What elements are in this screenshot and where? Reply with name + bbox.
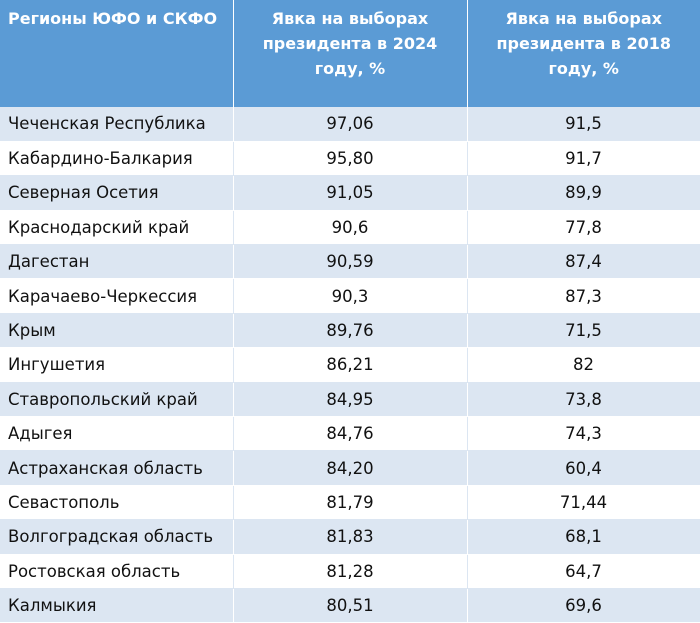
region-cell: Адыгея — [0, 416, 234, 452]
turnout-cell: 90,3 — [233, 278, 468, 314]
turnout-cell: 91,05 — [233, 175, 468, 211]
turnout-cell: 74,3 — [467, 416, 700, 452]
turnout-cell: 81,79 — [233, 485, 468, 521]
table-row: Ингушетия 86,21 82 — [0, 347, 700, 383]
turnout-cell: 89,76 — [233, 313, 468, 349]
turnout-cell: 71,44 — [467, 485, 700, 521]
table-row: Адыгея 84,76 74,3 — [0, 416, 700, 452]
region-cell: Ингушетия — [0, 347, 234, 383]
table-row: Северная Осетия 91,05 89,9 — [0, 175, 700, 211]
turnout-cell: 97,06 — [233, 107, 468, 142]
region-cell: Волгоградская область — [0, 519, 234, 555]
turnout-cell: 84,20 — [233, 450, 468, 486]
region-cell: Ростовская область — [0, 554, 234, 589]
table-row: Крым 89,76 71,5 — [0, 313, 700, 349]
turnout-cell: 81,83 — [233, 519, 468, 555]
turnout-cell: 77,8 — [467, 210, 700, 246]
turnout-cell: 86,21 — [233, 347, 468, 383]
table-row: Карачаево-Черкессия 90,3 87,3 — [0, 278, 700, 314]
table-row: Астраханская область 84,20 60,4 — [0, 450, 700, 486]
turnout-cell: 71,5 — [467, 313, 700, 349]
region-cell: Краснодарский край — [0, 210, 234, 246]
region-cell: Калмыкия — [0, 588, 234, 623]
turnout-cell: 89,9 — [467, 175, 700, 211]
table-body: Чеченская Республика 97,06 91,5 Кабардино-Б… — [0, 107, 700, 623]
turnout-cell: 90,59 — [233, 244, 468, 280]
turnout-cell: 82 — [467, 347, 700, 383]
table-row: Волгоградская область 81,83 68,1 — [0, 519, 700, 555]
table-row: Калмыкия 80,51 69,6 — [0, 588, 700, 623]
region-cell: Чеченская Республика — [0, 107, 234, 142]
region-cell: Дагестан — [0, 244, 234, 280]
region-cell: Карачаево-Черкессия — [0, 278, 234, 314]
table-row: Дагестан 90,59 87,4 — [0, 244, 700, 280]
turnout-cell: 91,5 — [467, 107, 700, 142]
turnout-cell: 73,8 — [467, 382, 700, 418]
header-cell: Явка на выборах президента в 2018 году, … — [467, 0, 700, 107]
region-cell: Севастополь — [0, 485, 234, 521]
header-row: Регионы ЮФО и СКФО Явка на выборах презид… — [0, 0, 700, 107]
turnout-cell: 90,6 — [233, 210, 468, 246]
header-cell: Явка на выборах президента в 2024 году, … — [233, 0, 468, 107]
region-cell: Кабардино-Балкария — [0, 141, 234, 177]
turnout-cell: 84,76 — [233, 416, 468, 452]
region-cell: Ставропольский край — [0, 382, 234, 418]
turnout-cell: 87,4 — [467, 244, 700, 280]
region-cell: Северная Осетия — [0, 175, 234, 211]
turnout-cell: 81,28 — [233, 554, 468, 589]
turnout-cell: 60,4 — [467, 450, 700, 486]
turnout-cell: 80,51 — [233, 588, 468, 623]
turnout-cell: 95,80 — [233, 141, 468, 177]
region-cell: Крым — [0, 313, 234, 349]
table-row: Севастополь 81,79 71,44 — [0, 485, 700, 521]
table-row: Ростовская область 81,28 64,7 — [0, 554, 700, 589]
region-cell: Астраханская область — [0, 450, 234, 486]
turnout-cell: 68,1 — [467, 519, 700, 555]
header-cell: Регионы ЮФО и СКФО — [0, 0, 234, 107]
turnout-cell: 64,7 — [467, 554, 700, 589]
turnout-cell: 84,95 — [233, 382, 468, 418]
turnout-cell: 91,7 — [467, 141, 700, 177]
table-row: Чеченская Республика 97,06 91,5 — [0, 107, 700, 142]
turnout-cell: 69,6 — [467, 588, 700, 623]
table-row: Ставропольский край 84,95 73,8 — [0, 382, 700, 418]
turnout-cell: 87,3 — [467, 278, 700, 314]
table-row: Краснодарский край 90,6 77,8 — [0, 210, 700, 246]
table-row: Кабардино-Балкария 95,80 91,7 — [0, 141, 700, 177]
